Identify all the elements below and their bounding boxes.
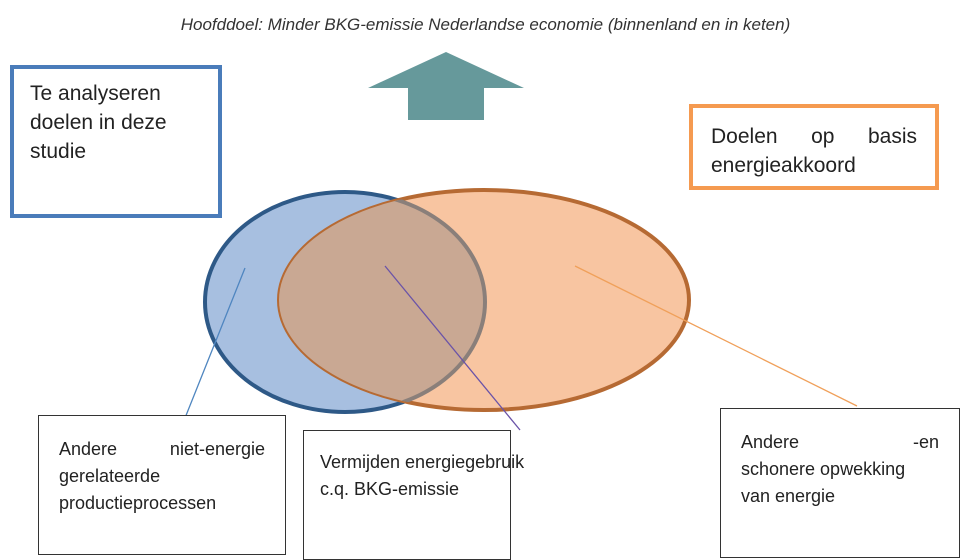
goal-box: Doelen op basis energieakkoord (689, 104, 939, 190)
text-line: productieprocessen (59, 493, 217, 513)
text-line: Andere niet-energie (59, 439, 265, 459)
pointer-line (574, 265, 858, 407)
text-line: Andere -en (741, 432, 939, 452)
pointer-line (184, 267, 246, 419)
diagram (184, 52, 858, 431)
text-line: energieakkoord (711, 154, 856, 177)
text-box: Andere niet-energie gerelateerde productie… (38, 415, 286, 555)
title: Hoofddoel: Minder BKG-emissie Nederlands… (180, 15, 791, 34)
text-line: Te analyseren (30, 82, 161, 105)
text-box: Andere -en schonere opwekking van energie (720, 408, 960, 558)
text-line: doelen in deze (30, 111, 167, 134)
text-line: Vermijden energiegebruik (320, 452, 525, 472)
text-box: Vermijden energiegebruik c.q. BKG-emissie (303, 430, 525, 560)
text-line: van energie (741, 486, 836, 506)
goal-box: Te analyseren doelen in deze studie (10, 65, 222, 218)
text-line: gerelateerde (59, 466, 161, 486)
text-line: schonere opwekking (741, 459, 906, 479)
page: {"title": "Hoofddoel: Minder BKG-emissie… (10, 15, 960, 560)
up-arrow (368, 52, 524, 120)
text-line: Doelen op basis (711, 125, 917, 148)
text-line: c.q. BKG-emissie (320, 479, 460, 499)
text-line: studie (30, 140, 87, 163)
pointer-line (384, 265, 521, 431)
